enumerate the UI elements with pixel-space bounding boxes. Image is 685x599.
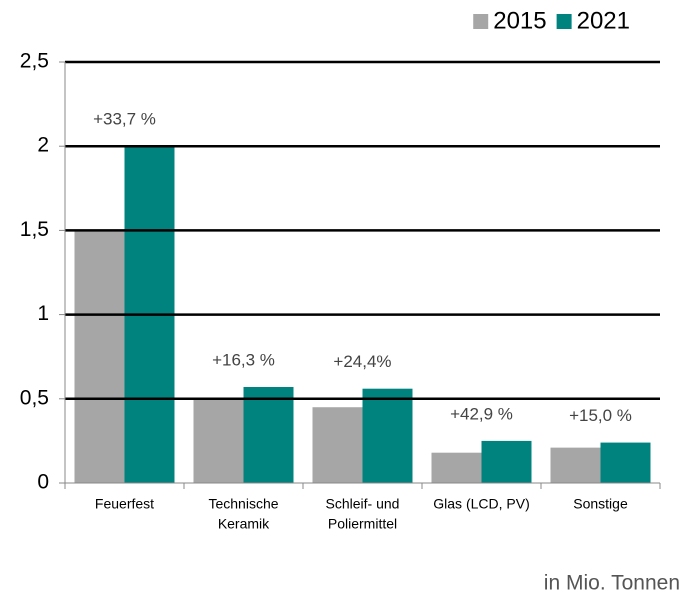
x-tick-label: Feuerfest — [95, 496, 154, 512]
y-tick-label: 0,5 — [20, 386, 49, 409]
bar — [74, 230, 125, 483]
annotation: +42,9 % — [450, 404, 513, 423]
bar — [362, 388, 413, 483]
bar — [312, 407, 363, 483]
bar — [600, 442, 651, 483]
legend-label: 2021 — [577, 7, 630, 34]
annotation: +33,7 % — [93, 110, 156, 129]
legend-label: 2015 — [493, 7, 546, 34]
x-tick-label: Poliermittel — [328, 516, 397, 532]
annotation: +24,4% — [333, 352, 391, 371]
x-tick-label: Technische — [208, 496, 278, 512]
footnote: in Mio. Tonnen — [544, 572, 680, 595]
bar — [431, 452, 482, 483]
y-tick-label: 1 — [37, 302, 49, 325]
annotation: +15,0 % — [569, 406, 632, 425]
legend-swatch — [473, 14, 489, 29]
x-tick-label: Schleif- und — [326, 496, 400, 512]
y-tick-label: 2,5 — [20, 50, 49, 73]
x-tick-label: Sonstige — [573, 496, 628, 512]
bar — [481, 440, 532, 483]
y-tick-label: 2 — [37, 134, 49, 157]
x-tick-label: Keramik — [218, 516, 270, 532]
annotation: +16,3 % — [212, 350, 275, 369]
bar — [550, 447, 601, 483]
bar — [193, 398, 244, 483]
y-tick-label: 0 — [37, 471, 49, 494]
legend-swatch — [556, 14, 572, 29]
bar — [243, 387, 294, 483]
y-tick-label: 1,5 — [20, 218, 49, 241]
x-tick-label: Glas (LCD, PV) — [433, 496, 529, 512]
